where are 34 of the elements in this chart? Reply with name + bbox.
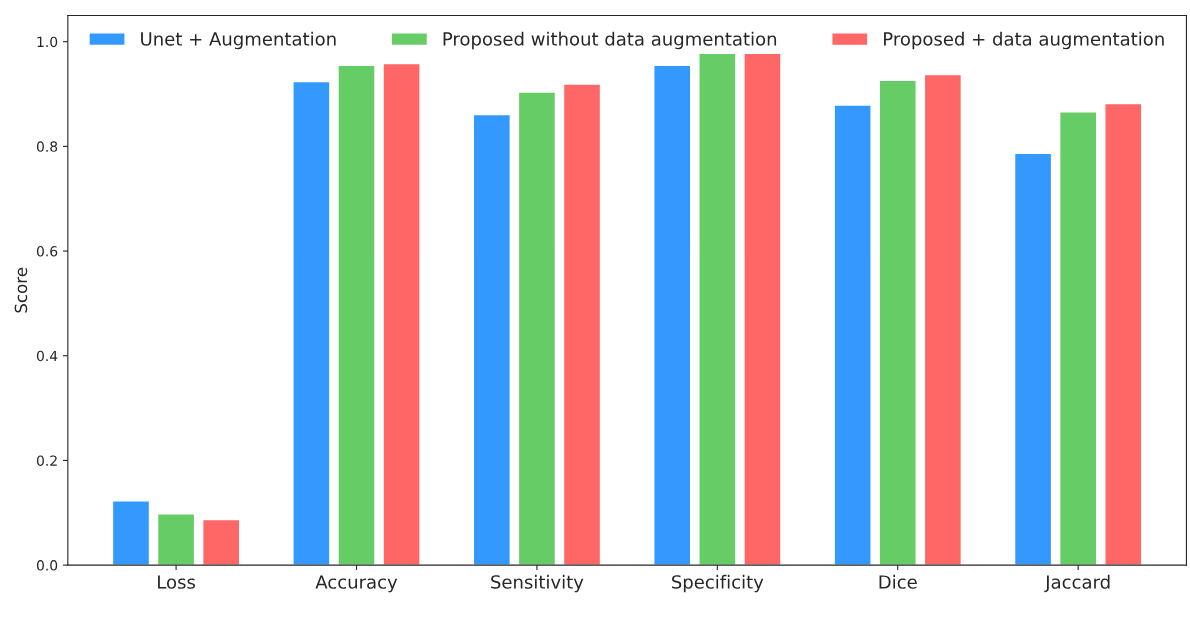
bar — [111, 500, 151, 566]
bar — [923, 73, 963, 566]
y-tick-label: 0.2 — [36, 455, 57, 466]
bar — [1013, 152, 1053, 566]
bar — [743, 52, 782, 566]
bar — [1104, 102, 1143, 566]
bar — [833, 104, 872, 566]
y-tick-label: 0.0 — [36, 560, 58, 571]
bar — [337, 64, 376, 566]
y-tick-label: 1.0 — [37, 36, 58, 48]
bar — [156, 513, 196, 566]
y-tick-label: 0.4 — [36, 350, 58, 362]
bar — [562, 83, 602, 566]
x-tick-label: Accuracy — [315, 575, 398, 593]
legend-label: Unet + Augmentation — [141, 31, 336, 50]
x-tick-label: Loss — [158, 575, 195, 589]
x-tick-label: Specificity — [672, 574, 764, 593]
legend-label: Proposed + data augmentation — [884, 31, 1164, 50]
x-tick-label: Sensitivity — [491, 574, 584, 593]
bar — [201, 518, 241, 566]
y-tick-label: 0.8 — [36, 141, 58, 152]
x-tick-label: Dice — [879, 574, 917, 589]
legend-label: Proposed without data augmentation — [443, 31, 777, 50]
bar — [1058, 111, 1098, 566]
bar — [698, 52, 737, 566]
x-tick-label: Jaccard — [1044, 574, 1110, 593]
bar — [653, 64, 692, 566]
bar — [517, 91, 557, 566]
y-axis-title: Score — [14, 267, 28, 313]
bar — [878, 79, 917, 566]
bar — [382, 62, 421, 566]
bar — [472, 113, 512, 566]
y-tick-label: 0.6 — [36, 246, 58, 257]
bar — [292, 80, 331, 566]
